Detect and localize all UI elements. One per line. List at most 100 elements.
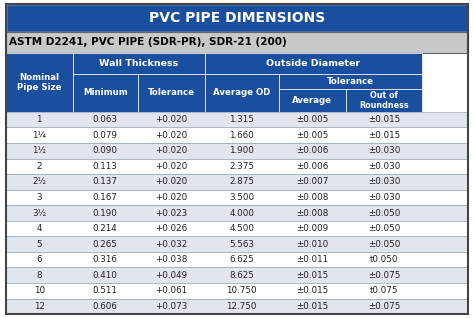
Text: ±0.015: ±0.015 [296, 286, 328, 295]
Text: ±0.008: ±0.008 [296, 209, 328, 218]
Text: ±0.015: ±0.015 [368, 115, 400, 124]
Text: 3.500: 3.500 [229, 193, 254, 202]
Text: 1½: 1½ [32, 146, 46, 155]
Text: ±0.050: ±0.050 [368, 209, 400, 218]
Bar [6, 267, 468, 283]
Text: 0.606: 0.606 [93, 302, 118, 311]
Text: 6: 6 [36, 255, 42, 264]
Text: Average: Average [292, 96, 332, 105]
Text: 4.500: 4.500 [229, 224, 254, 233]
Text: +0.032: +0.032 [155, 240, 187, 249]
Text: Out of
Roundness: Out of Roundness [359, 91, 409, 110]
Text: ±0.015: ±0.015 [296, 271, 328, 280]
Text: +0.061: +0.061 [155, 286, 187, 295]
Text: 0.113: 0.113 [93, 162, 118, 171]
Text: 0.410: 0.410 [93, 271, 118, 280]
Bar [6, 112, 468, 128]
Text: 0.214: 0.214 [93, 224, 118, 233]
Text: Minimum: Minimum [83, 88, 128, 97]
Text: ±0.010: ±0.010 [296, 240, 328, 249]
Text: Outside Diameter: Outside Diameter [266, 59, 360, 68]
Bar [6, 299, 468, 314]
Text: ±0.008: ±0.008 [296, 193, 328, 202]
Text: 0.090: 0.090 [92, 146, 118, 155]
Text: +0.020: +0.020 [155, 162, 187, 171]
Text: 5.563: 5.563 [229, 240, 254, 249]
Text: +0.073: +0.073 [155, 302, 187, 311]
Text: ±0.050: ±0.050 [368, 240, 400, 249]
Bar [6, 283, 468, 299]
Text: 5: 5 [36, 240, 42, 249]
Text: ±0.011: ±0.011 [296, 255, 328, 264]
Text: 12: 12 [34, 302, 45, 311]
Bar [137, 74, 205, 112]
Bar [73, 53, 205, 74]
Text: ±0.007: ±0.007 [296, 177, 328, 186]
Text: +0.020: +0.020 [155, 177, 187, 186]
Text: 12.750: 12.750 [227, 302, 257, 311]
Text: ±0.006: ±0.006 [296, 162, 328, 171]
Text: 2.375: 2.375 [229, 162, 254, 171]
Text: ±0.015: ±0.015 [296, 302, 328, 311]
Text: 0.190: 0.190 [93, 209, 118, 218]
Text: 1.315: 1.315 [229, 115, 254, 124]
Text: 3: 3 [36, 193, 42, 202]
Text: Tolerance: Tolerance [327, 77, 374, 86]
Text: ASTM D2241, PVC PIPE (SDR-PR), SDR-21 (200): ASTM D2241, PVC PIPE (SDR-PR), SDR-21 (2… [9, 37, 287, 47]
Bar [6, 205, 468, 221]
Text: 10.750: 10.750 [226, 286, 257, 295]
Text: +0.023: +0.023 [155, 209, 187, 218]
Text: 0.137: 0.137 [92, 177, 118, 186]
Text: +0.020: +0.020 [155, 131, 187, 140]
Text: 8: 8 [36, 271, 42, 280]
Bar [6, 221, 468, 236]
Bar [73, 74, 137, 112]
Text: 0.167: 0.167 [93, 193, 118, 202]
Bar [6, 32, 468, 53]
Bar [6, 128, 468, 143]
Text: 0.079: 0.079 [92, 131, 118, 140]
Text: 1.900: 1.900 [229, 146, 254, 155]
Text: t0.075: t0.075 [370, 286, 398, 295]
Text: ±0.075: ±0.075 [368, 271, 400, 280]
Text: 2½: 2½ [32, 177, 46, 186]
Text: 2.875: 2.875 [229, 177, 254, 186]
Text: +0.020: +0.020 [155, 146, 187, 155]
Text: ±0.030: ±0.030 [368, 146, 400, 155]
Bar [6, 236, 468, 252]
Text: ±0.005: ±0.005 [296, 115, 328, 124]
Bar [6, 4, 468, 32]
Bar [279, 89, 346, 112]
Text: +0.020: +0.020 [155, 193, 187, 202]
Text: 8.625: 8.625 [229, 271, 254, 280]
Bar [279, 74, 422, 89]
Text: 0.063: 0.063 [92, 115, 118, 124]
Text: 0.511: 0.511 [93, 286, 118, 295]
Bar [6, 158, 468, 174]
Bar [346, 89, 422, 112]
Text: Average OD: Average OD [213, 88, 270, 97]
Text: +0.020: +0.020 [155, 115, 187, 124]
Text: ±0.009: ±0.009 [296, 224, 328, 233]
Bar [6, 252, 468, 267]
Text: ±0.050: ±0.050 [368, 224, 400, 233]
Bar [6, 143, 468, 158]
Text: ±0.006: ±0.006 [296, 146, 328, 155]
Text: +0.049: +0.049 [155, 271, 187, 280]
Bar [205, 53, 422, 74]
Bar [6, 53, 73, 112]
Text: +0.026: +0.026 [155, 224, 187, 233]
Text: 4.000: 4.000 [229, 209, 254, 218]
Bar [6, 174, 468, 190]
Text: ±0.075: ±0.075 [368, 302, 400, 311]
Text: 0.316: 0.316 [93, 255, 118, 264]
Bar [6, 190, 468, 205]
Text: 1¼: 1¼ [32, 131, 46, 140]
Text: Nominal
Pipe Size: Nominal Pipe Size [17, 73, 62, 92]
Text: 6.625: 6.625 [229, 255, 254, 264]
Text: 3½: 3½ [32, 209, 46, 218]
Text: t0.050: t0.050 [370, 255, 398, 264]
Text: 1.660: 1.660 [229, 131, 254, 140]
Text: 2: 2 [36, 162, 42, 171]
Text: ±0.005: ±0.005 [296, 131, 328, 140]
